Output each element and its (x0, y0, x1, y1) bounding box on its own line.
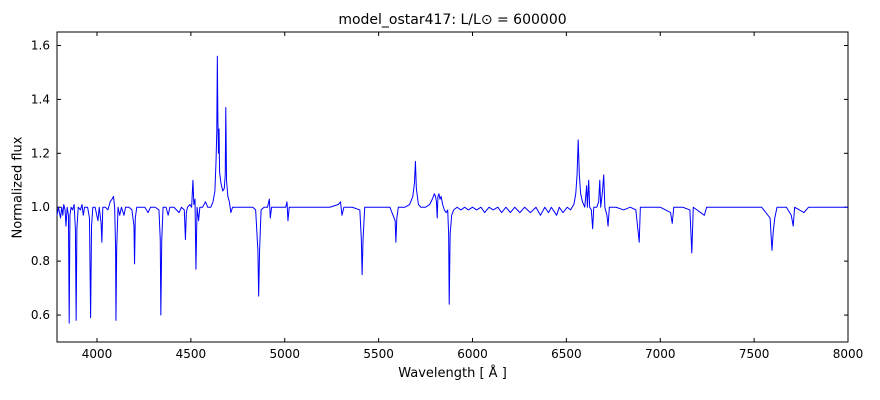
x-tick-label: 5500 (363, 347, 394, 361)
y-tick-label: 0.6 (31, 308, 50, 322)
x-tick-label: 4500 (176, 347, 207, 361)
x-tick-label: 7000 (645, 347, 676, 361)
x-tick-label: 4000 (82, 347, 113, 361)
x-tick-label: 6500 (551, 347, 582, 361)
y-tick-label: 1.2 (31, 146, 50, 160)
x-tick-label: 5000 (269, 347, 300, 361)
x-axis-label: Wavelength [ Å ] (398, 366, 507, 381)
x-tick-label: 6000 (457, 347, 488, 361)
y-tick-label: 1.6 (31, 38, 50, 52)
x-tick-label: 8000 (833, 347, 864, 361)
x-tick-label: 7500 (739, 347, 770, 361)
y-tick-label: 1.4 (31, 92, 50, 106)
y-tick-label: 1.0 (31, 200, 50, 214)
axes-frame (56, 31, 849, 343)
chart-title: model_ostar417: L/L⊙ = 600000 (338, 12, 567, 28)
y-tick-label: 0.8 (31, 254, 50, 268)
spectrum-line-normalized-spectrum (56, 55, 848, 324)
y-axis-label: Normalized flux (10, 136, 26, 239)
